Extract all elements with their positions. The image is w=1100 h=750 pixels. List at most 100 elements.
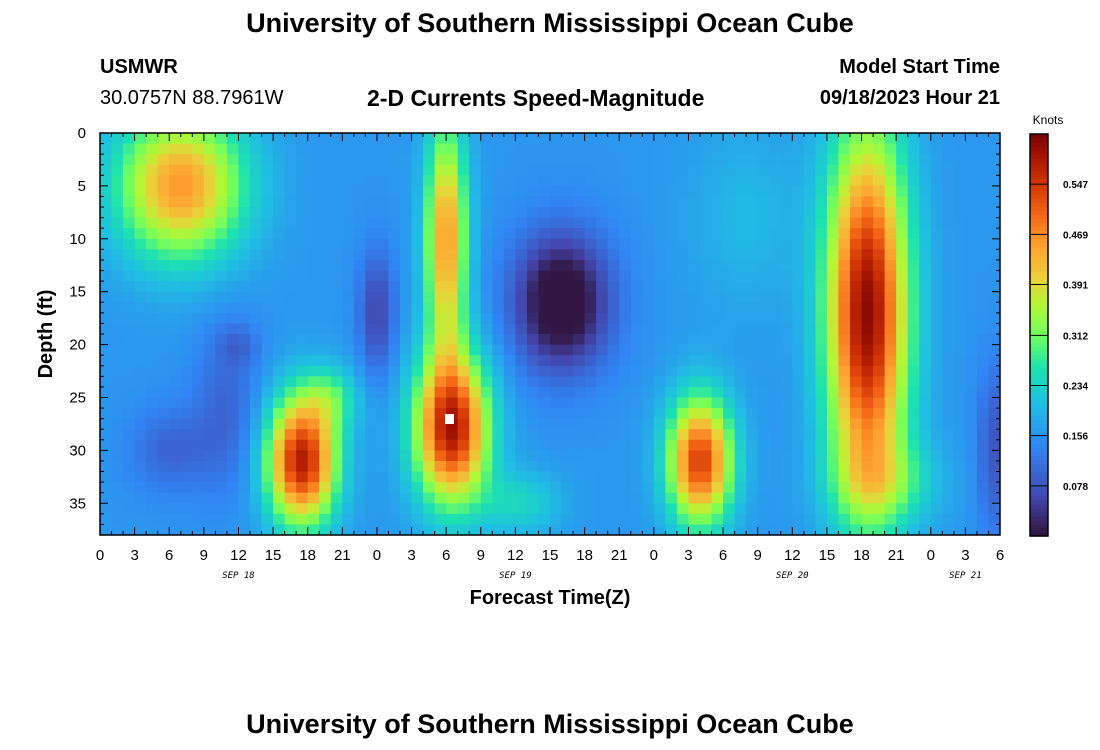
heatmap-cell (607, 492, 620, 504)
heatmap-cell (734, 513, 747, 526)
heatmap-cell (284, 386, 297, 399)
heatmap-cell (803, 154, 816, 166)
heatmap-cell (607, 291, 620, 303)
heatmap-cell (619, 238, 632, 250)
heatmap-cell (561, 217, 574, 229)
heatmap-cell (319, 291, 332, 303)
heatmap-cell (365, 513, 378, 526)
heatmap-cell (365, 185, 378, 198)
heatmap-cell (169, 217, 182, 229)
heatmap-cell (919, 259, 932, 272)
colorbar-segment (1030, 419, 1048, 425)
heatmap-cell (261, 418, 274, 430)
y-tick-label: 20 (69, 337, 86, 354)
heatmap-cell (400, 365, 413, 377)
heatmap-cell (573, 154, 586, 166)
heatmap-cell (746, 259, 759, 272)
heatmap-cell (653, 143, 666, 155)
heatmap-cell (884, 302, 897, 314)
heatmap-cell (238, 471, 251, 483)
heatmap-cell (400, 154, 413, 166)
heatmap-cell (261, 397, 274, 409)
heatmap-cell (157, 228, 170, 240)
heatmap-cell (342, 143, 355, 155)
heatmap-cell (469, 175, 482, 187)
heatmap-cell (434, 281, 447, 293)
heatmap-cell (411, 408, 424, 420)
heatmap-cell (607, 207, 620, 219)
heatmap-cell (261, 323, 274, 335)
heatmap-cell (284, 154, 297, 166)
heatmap-cell (480, 524, 493, 535)
heatmap-cell (584, 503, 597, 515)
heatmap-cell (769, 143, 782, 155)
heatmap-cell (919, 217, 932, 229)
heatmap-cell (573, 450, 586, 462)
heatmap-cell (446, 344, 459, 356)
heatmap-cell (146, 460, 159, 473)
heatmap-cell (561, 355, 574, 367)
heatmap-cell (376, 334, 390, 346)
heatmap-cell (665, 355, 678, 367)
heatmap-cell (515, 291, 528, 303)
heatmap-cell (838, 238, 851, 250)
heatmap-cell (492, 217, 505, 229)
heatmap-cell (723, 376, 736, 388)
heatmap-cell (238, 386, 251, 399)
heatmap-cell (665, 408, 678, 420)
heatmap-cell (953, 376, 966, 388)
heatmap-cell (192, 281, 205, 293)
heatmap-cell (100, 196, 113, 208)
heatmap-cell (180, 524, 193, 535)
heatmap-cell (607, 418, 620, 430)
heatmap-cell (411, 386, 424, 399)
heatmap-cell (111, 397, 124, 409)
heatmap-cell (550, 143, 563, 155)
heatmap-cell (296, 365, 309, 377)
heatmap-cell (988, 439, 1000, 451)
heatmap-cell (342, 482, 355, 494)
heatmap-cell (803, 196, 816, 208)
colorbar-segment (1030, 218, 1048, 224)
heatmap-cell (157, 164, 170, 176)
x-tick-label: 21 (888, 547, 905, 564)
heatmap-cell (792, 312, 805, 325)
heatmap-cell (976, 513, 990, 526)
heatmap-cell (134, 344, 147, 356)
heatmap-cell (296, 355, 309, 367)
heatmap-cell (965, 133, 978, 145)
heatmap-cell (538, 312, 551, 325)
x-tick-label: 15 (542, 547, 559, 564)
heatmap-cell (573, 418, 586, 430)
heatmap-cell (596, 323, 609, 335)
heatmap-cell (700, 365, 713, 377)
heatmap-cell (930, 482, 943, 494)
heatmap-cell (930, 228, 943, 240)
heatmap-cell (550, 376, 563, 388)
heatmap-cell (861, 471, 874, 483)
heatmap-cell (388, 492, 401, 504)
heatmap-cell (792, 344, 805, 356)
heatmap-cell (676, 334, 690, 346)
heatmap-cell (550, 344, 563, 356)
heatmap-cell (388, 185, 401, 198)
heatmap-cell (907, 492, 920, 504)
heatmap-cell (584, 249, 597, 261)
heatmap-cell (596, 513, 609, 526)
heatmap-cell (907, 133, 920, 145)
heatmap-cell (792, 207, 805, 219)
heatmap-cell (388, 175, 401, 187)
heatmap-cell (942, 397, 955, 409)
heatmap-cell (965, 259, 978, 272)
heatmap-cell (273, 355, 286, 367)
heatmap-cell (826, 450, 840, 462)
heatmap-cell (134, 217, 147, 229)
heatmap-cell (550, 207, 563, 219)
heatmap-cell (226, 217, 240, 229)
heatmap-cell (815, 259, 828, 272)
heatmap-cell (746, 355, 759, 367)
heatmap-cell (630, 164, 643, 176)
heatmap-cell (100, 482, 113, 494)
colorbar-segment (1030, 230, 1048, 236)
heatmap-cell (157, 207, 170, 219)
